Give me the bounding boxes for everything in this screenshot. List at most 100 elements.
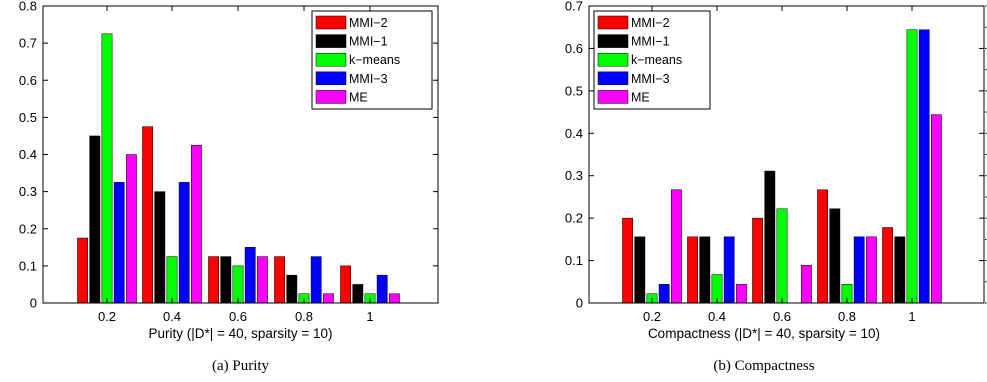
y-tick-label: 0 (576, 296, 583, 311)
axes-purity: 0 0.1 0.2 0.3 0.4 0.5 0.6 0.7 0.8 0.2 0.4 0.6 0.8 1 (19, 0, 438, 324)
bar-purity-s4-c1 (113, 182, 125, 304)
bar-compactness-s5-c2 (736, 284, 747, 304)
x-tick-label: 0.6 (229, 309, 247, 324)
legend-swatch (315, 34, 347, 48)
bar-compactness-s4-c4 (853, 236, 865, 304)
legend-swatch (315, 15, 347, 30)
bar-compactness-s1-c1 (622, 217, 634, 304)
chart-compactness: 0 0.1 0.2 0.3 0.4 0.5 0.6 0.7 0.2 0.4 0.6 0.8 1 Comp… (565, 0, 987, 374)
y-tick-label: 0.2 (565, 211, 583, 226)
bar-purity-s3-c2 (166, 256, 178, 304)
bar-compactness-s3-c3 (776, 208, 788, 304)
chart-purity: 0 0.1 0.2 0.3 0.4 0.5 0.6 0.7 0.8 0.2 0.4 0.6 0.8 1 P… (19, 0, 439, 374)
plot-frame-compactness (588, 5, 985, 304)
bar-purity-s4-c3 (244, 247, 256, 304)
y-tick-label: 0.7 (565, 0, 583, 14)
bar-purity-s4-c2 (178, 182, 190, 304)
legend-swatch (597, 90, 629, 104)
x-tick-label: 0.2 (643, 309, 661, 324)
bar-purity-s2-c4 (286, 274, 298, 304)
y-tick-label: 0.1 (565, 253, 583, 268)
bar-purity-s3-c3 (232, 265, 244, 304)
x-tick-label: 0.8 (838, 309, 856, 324)
legend-swatch (597, 34, 629, 48)
bar-compactness-s2-c3 (764, 170, 776, 304)
bar-purity-s5-c1 (126, 154, 137, 304)
legend-swatch (315, 71, 347, 86)
bars-compactness (622, 29, 942, 304)
bar-compactness-s5-c3 (801, 264, 812, 304)
legend-compactness: MMI−2 MMI−1 k−means MMI−3 ME (593, 10, 711, 110)
caption-compactness: (b) Compactness (713, 358, 814, 374)
legend-swatch (597, 52, 629, 67)
x-tick-label: 1 (366, 309, 373, 324)
y-tick-label: 0.5 (565, 83, 583, 98)
legend-label: ME (349, 90, 368, 104)
y-tick-label: 0.8 (19, 0, 37, 14)
bar-compactness-s1-c2 (687, 236, 699, 304)
bar-compactness-s4-c1 (658, 284, 670, 304)
legend-swatch (315, 52, 347, 67)
legend-swatch (597, 71, 629, 86)
legend-label: k−means (631, 53, 682, 67)
bar-compactness-s1-c4 (817, 189, 829, 304)
bar-purity-s2-c3 (220, 256, 232, 304)
bar-purity-s1-c5 (340, 265, 352, 304)
bar-purity-s1-c3 (208, 256, 219, 304)
x-tick-label: 0.6 (773, 309, 791, 324)
y-tick-label: 0.6 (19, 73, 37, 88)
bar-purity-s2-c1 (89, 135, 101, 304)
bar-compactness-s1-c3 (752, 217, 764, 304)
y-tick-label: 0.5 (19, 110, 37, 125)
x-axis-label-compactness: Compactness (|D*| = 40, sparsity = 10) (648, 326, 880, 341)
axes-compactness: 0 0.1 0.2 0.3 0.4 0.5 0.6 0.7 0.2 0.4 0.6 0.8 1 (565, 0, 987, 324)
bar-compactness-s2-c2 (699, 236, 711, 304)
bar-purity-s1-c4 (274, 256, 286, 304)
bar-compactness-s5-c5 (931, 114, 942, 304)
legend-swatch (315, 90, 347, 104)
x-tick-label: 0.8 (295, 309, 313, 324)
y-tick-label: 0.4 (19, 147, 37, 162)
bar-compactness-s4-c2 (723, 236, 735, 304)
x-tick-label: 0.4 (163, 309, 181, 324)
legend-label: MMI−1 (631, 35, 670, 49)
bar-purity-s1-c1 (77, 237, 88, 304)
legend-purity: MMI−2 MMI−1 k−means MMI−3 ME (311, 10, 433, 110)
y-tick-label: 0.6 (565, 41, 583, 56)
legend-label: MMI−3 (631, 72, 670, 86)
caption-purity: (a) Purity (212, 358, 270, 374)
legend-label: MMI−1 (349, 35, 388, 49)
y-tick-label: 0.2 (19, 221, 37, 236)
legend-label: ME (631, 90, 650, 104)
bar-compactness-s1-c5 (882, 227, 894, 304)
legend-label: MMI−3 (349, 72, 388, 86)
x-tick-label: 1 (908, 309, 915, 324)
y-tick-label: 0.1 (19, 258, 37, 273)
y-tick-label: 0.7 (19, 36, 37, 51)
bar-compactness-s2-c5 (894, 236, 906, 304)
y-tick-label: 0.3 (565, 168, 583, 183)
y-tick-label: 0.4 (565, 126, 583, 141)
y-tick-label: 0 (30, 296, 37, 311)
bar-purity-s5-c2 (191, 144, 202, 304)
y-tick-label: 0.3 (19, 184, 37, 199)
bar-purity-s1-c2 (142, 126, 153, 304)
x-tick-label: 0.4 (708, 309, 726, 324)
bar-purity-s4-c4 (310, 256, 322, 304)
bar-purity-s4-c5 (376, 274, 388, 304)
legend-label: MMI−2 (349, 16, 388, 30)
bars-purity (77, 33, 400, 304)
bar-compactness-s2-c1 (634, 236, 646, 304)
legend-label: k−means (349, 53, 400, 67)
legend-label: MMI−2 (631, 16, 670, 30)
bar-purity-s2-c2 (154, 191, 166, 304)
bar-purity-s3-c1 (101, 33, 113, 304)
bar-compactness-s5-c4 (866, 236, 877, 304)
x-tick-label: 0.2 (98, 309, 116, 324)
x-axis-label-purity: Purity (|D*| = 40, sparsity = 10) (148, 326, 332, 341)
bar-compactness-s3-c5 (906, 29, 918, 304)
bar-purity-s5-c3 (257, 256, 268, 304)
bar-compactness-s2-c4 (829, 208, 841, 304)
bar-compactness-s5-c1 (671, 189, 682, 304)
